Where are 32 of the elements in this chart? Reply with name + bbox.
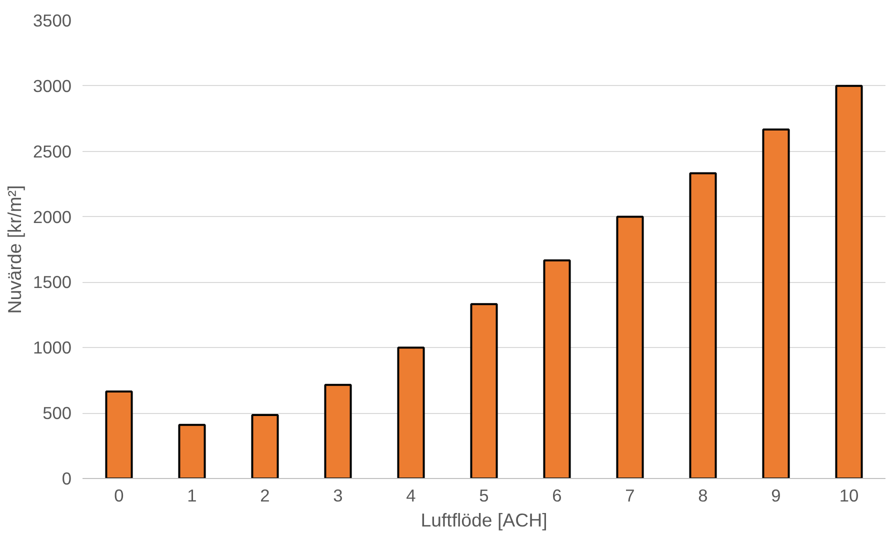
y-tick-label: 2000 <box>32 206 72 227</box>
bar <box>178 424 206 478</box>
x-axis-title: Luftflöde [ACH] <box>420 510 548 530</box>
bar <box>616 216 644 478</box>
x-tick-label: 9 <box>771 486 781 506</box>
bar <box>835 84 863 478</box>
x-tick-label: 1 <box>187 486 197 506</box>
x-tick-label: 0 <box>114 486 124 506</box>
x-tick-label: 8 <box>698 486 708 506</box>
bar <box>105 390 133 478</box>
x-tick-label: 4 <box>406 486 416 506</box>
y-tick-label: 500 <box>42 403 72 424</box>
y-tick-label: 0 <box>62 468 72 488</box>
x-tick-label: 6 <box>552 486 562 506</box>
y-axis-title: Nuvärde [kr/m²] <box>4 185 25 314</box>
x-tick-label: 3 <box>333 486 343 506</box>
bar <box>689 172 717 478</box>
y-tick-label: 2500 <box>32 141 72 162</box>
x-tick-label: 7 <box>625 486 635 506</box>
x-tick-label: 5 <box>479 486 489 506</box>
y-tick-label: 1500 <box>32 272 72 292</box>
bar <box>251 414 279 478</box>
bar <box>324 384 352 478</box>
bar <box>397 346 425 478</box>
y-tick-label: 3500 <box>32 10 72 30</box>
x-tick-label: 10 <box>839 486 859 506</box>
bar <box>762 128 790 478</box>
y-tick-label: 1000 <box>32 338 72 358</box>
bar <box>470 303 498 478</box>
y-tick-label: 3000 <box>32 76 72 96</box>
x-tick-label: 2 <box>260 486 270 506</box>
bar <box>543 259 571 478</box>
